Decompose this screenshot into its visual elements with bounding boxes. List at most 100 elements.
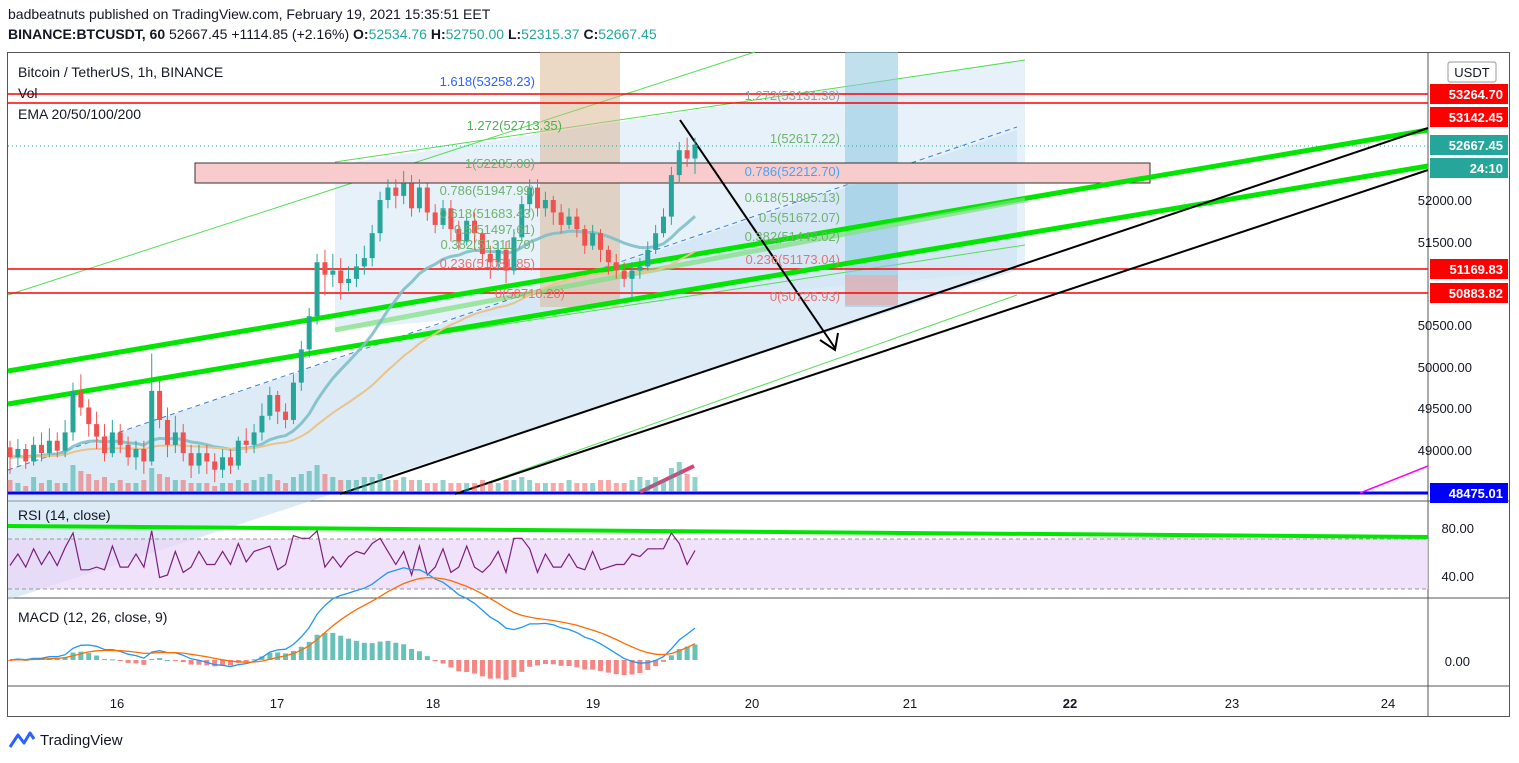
volume-bar [188,483,194,492]
macd-histogram-bar [598,660,604,671]
macd-histogram-bar [574,660,580,668]
candle-body [464,220,470,242]
open-value: 52534.76 [368,26,427,42]
macd-histogram-bar [416,651,422,660]
fib-label: 1.618(53258.23) [440,74,535,89]
volume-bar [259,477,265,492]
macd-histogram-bar [330,632,336,660]
y-axis-label: 49000.00 [1418,443,1472,458]
currency-button [1447,61,1497,83]
volume-bar [637,477,643,492]
candle-body [7,447,13,458]
candle-body [527,187,533,205]
macd-histogram-bar [54,658,60,660]
volume-bar [298,474,304,492]
volume-bar [62,483,68,492]
macd-histogram-bar [464,660,470,672]
macd-histogram-bar [251,659,257,661]
macd-histogram-bar [385,640,391,660]
candle-body [621,270,627,279]
volume-bar [38,483,44,492]
volume-bar [125,483,131,492]
macd-histogram-bar [432,660,438,662]
candle-body [369,233,375,259]
macd-histogram-bar [298,646,304,660]
candle-body [416,187,422,209]
candle-body [188,453,194,466]
volume-bar [46,480,52,492]
volume-bar [550,483,556,492]
macd-histogram-bar [487,660,493,679]
black-trend-line [454,169,1429,495]
candle-body [54,440,60,451]
macd-histogram-bar [527,660,533,667]
candle-body [259,415,265,433]
macd-histogram-bar [306,641,312,660]
volume-bar [251,480,257,492]
volume-bar [180,480,186,492]
trend-line [7,127,1429,374]
macd-histogram-bar [133,660,139,664]
candle-body [220,457,226,470]
candle-body [101,436,107,454]
macd-histogram-bar [424,656,430,660]
candle-body [15,449,21,458]
volume-bar [527,480,533,492]
macd-histogram-bar [401,644,407,660]
macd-histogram-bar [613,660,619,675]
macd-histogram-bar [393,642,399,660]
candle-body [235,440,241,466]
candle-body [550,200,556,213]
price-badge [1430,158,1508,178]
candle-body [353,266,359,279]
volume-bar [86,474,92,492]
volume-bar [448,483,454,492]
macd-histogram-bar [653,660,659,667]
candle-body [409,183,415,209]
volume-bar [424,483,430,492]
candle-body [164,419,170,445]
ema-20-line [9,215,697,459]
macd-histogram-bar [322,632,328,660]
volume-bar [574,483,580,492]
candle-body [519,204,525,238]
x-axis-tick: 24 [1381,696,1395,711]
symbol-name: BINANCE:BTCUSDT, 60 [8,26,166,42]
candle-body [629,270,635,279]
volume-bar [401,477,407,492]
candle-body [558,212,564,225]
candle-body [668,175,674,217]
candle-body [125,444,131,458]
macd-histogram-bar [94,655,100,660]
candle-body [196,453,202,466]
macd-histogram-bar [472,660,478,674]
macd-histogram-bar [314,634,320,660]
currency-label: USDT [1454,65,1489,80]
candle-body [684,150,690,159]
fib-box-base [845,275,898,305]
footer-brand[interactable]: TradingView [8,731,123,749]
macd-histogram-bar [361,642,367,660]
price-badge-label: 53142.45 [1449,110,1503,125]
macd-histogram-bar [275,652,281,660]
volume-bar [621,483,627,492]
volume-bar [440,480,446,492]
candle-body [70,390,76,433]
macd-histogram-bar [283,653,289,660]
black-trend-line [339,127,1429,495]
volume-bar [338,480,344,492]
volume-bar [479,480,485,492]
volume-bar [314,465,320,492]
macd-histogram-bar [62,657,68,660]
macd-histogram-bar [227,660,233,666]
candle-body [23,449,29,462]
macd-histogram-bar [290,650,296,660]
volume-bar [692,477,698,492]
volume-bar [149,468,155,492]
fib-label: 1.272(52713.35) [467,118,562,133]
chart-frame[interactable] [7,52,1510,717]
high-value: 52750.00 [445,26,505,42]
chart-title: Bitcoin / TetherUS, 1h, BINANCE [18,64,224,80]
macd-histogram-bar [212,660,218,667]
